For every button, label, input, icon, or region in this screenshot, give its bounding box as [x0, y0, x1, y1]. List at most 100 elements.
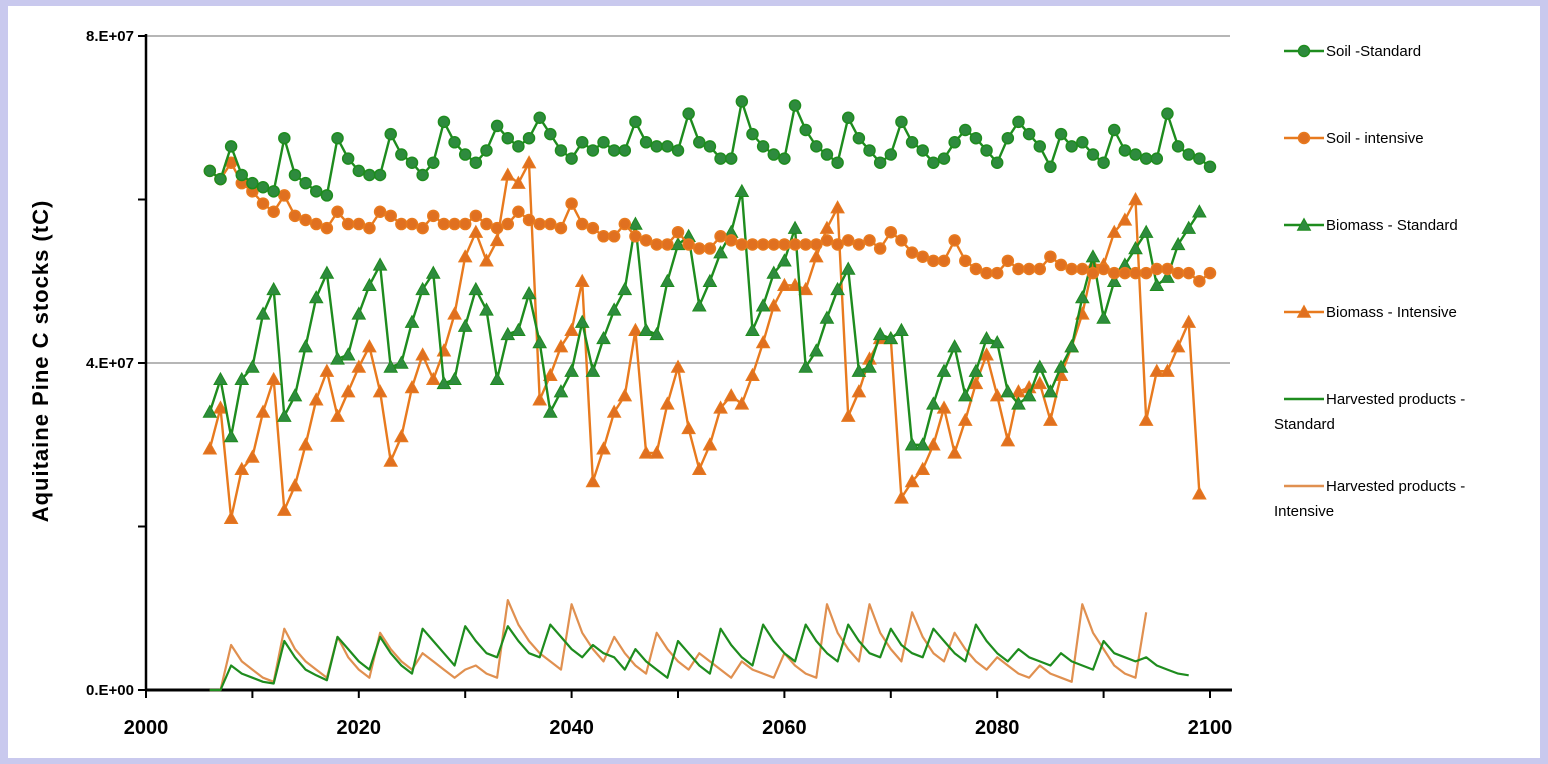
data-point — [276, 408, 292, 422]
data-point — [533, 111, 546, 124]
data-point — [308, 392, 324, 406]
data-point — [607, 144, 621, 157]
data-point — [766, 265, 782, 279]
data-point — [501, 131, 515, 145]
data-point — [1064, 339, 1080, 353]
data-point — [628, 322, 643, 336]
data-point — [521, 285, 537, 300]
series-5 — [209, 598, 1148, 692]
data-point — [309, 185, 323, 198]
data-point — [480, 144, 493, 157]
legend-marker — [1297, 44, 1311, 58]
data-point — [840, 408, 856, 422]
data-point — [501, 217, 515, 231]
data-point — [1107, 266, 1121, 280]
data-point — [916, 250, 929, 263]
data-point — [585, 363, 601, 377]
data-point — [1022, 127, 1036, 141]
data-point — [1161, 107, 1174, 120]
data-point — [437, 217, 451, 231]
data-point — [1128, 241, 1143, 255]
data-point — [1044, 160, 1057, 174]
data-point — [661, 140, 674, 153]
data-point — [746, 127, 759, 141]
data-point — [320, 189, 334, 202]
data-point — [734, 183, 750, 198]
legend-label: Harvested products -Intensive — [1274, 478, 1465, 520]
legend-item: Soil -Standard — [1284, 43, 1421, 60]
legend-marker — [1297, 131, 1311, 145]
data-point — [532, 392, 548, 406]
data-point — [1139, 152, 1153, 165]
data-point — [533, 217, 546, 231]
data-point — [1160, 269, 1175, 283]
data-point — [362, 339, 377, 353]
data-point — [606, 404, 622, 418]
data-point — [1076, 136, 1089, 149]
data-point — [1192, 204, 1207, 218]
data-point — [372, 257, 388, 271]
data-point — [447, 371, 462, 386]
y-tick-label: 0.E+00 — [86, 682, 134, 699]
data-point — [288, 168, 302, 182]
data-point — [671, 225, 685, 239]
data-point — [638, 322, 654, 336]
legend-marker — [1296, 304, 1312, 318]
data-point — [544, 217, 557, 231]
data-point — [755, 335, 771, 349]
data-point — [352, 217, 366, 231]
data-point — [904, 474, 920, 488]
data-point — [489, 232, 505, 247]
data-point — [1161, 262, 1174, 276]
data-point — [1106, 224, 1122, 238]
data-point — [734, 396, 750, 410]
data-point — [351, 306, 367, 320]
data-point — [1138, 412, 1154, 426]
data-point — [223, 429, 239, 443]
data-point — [756, 140, 770, 153]
data-point — [947, 339, 962, 353]
data-point — [256, 197, 270, 210]
data-point — [1065, 140, 1078, 153]
data-point — [713, 245, 728, 259]
data-point — [979, 330, 994, 345]
data-point — [214, 172, 227, 186]
data-point — [915, 437, 931, 451]
data-point — [1129, 266, 1142, 280]
data-point — [927, 156, 940, 169]
data-point — [1107, 123, 1121, 137]
data-point — [384, 127, 397, 141]
y-tick-label: 8.E+07 — [86, 28, 134, 45]
data-point — [819, 220, 835, 234]
data-point — [628, 216, 643, 230]
series-3 — [202, 155, 1207, 525]
data-point — [1181, 220, 1197, 234]
data-point — [597, 136, 610, 149]
data-point — [596, 330, 611, 345]
data-point — [894, 322, 909, 336]
data-point — [872, 326, 888, 341]
data-point — [670, 236, 686, 251]
data-point — [979, 347, 994, 361]
data-point — [937, 254, 951, 268]
data-point — [522, 213, 536, 227]
data-point — [735, 95, 749, 108]
data-point — [373, 205, 387, 219]
data-point — [968, 363, 984, 377]
x-tick-label: 2080 — [975, 717, 1020, 739]
data-point — [1032, 375, 1048, 390]
data-point — [1086, 148, 1100, 161]
data-point — [948, 234, 961, 247]
data-point — [724, 234, 738, 247]
data-point — [436, 375, 452, 390]
data-point — [724, 152, 738, 165]
data-point — [895, 234, 908, 247]
legend-label: Soil -Standard — [1326, 43, 1421, 60]
data-point — [884, 148, 898, 161]
data-point — [564, 363, 579, 377]
data-point — [202, 404, 218, 418]
data-point — [703, 242, 717, 255]
data-point — [341, 152, 355, 165]
data-point — [916, 144, 929, 157]
series-layer — [202, 95, 1217, 692]
